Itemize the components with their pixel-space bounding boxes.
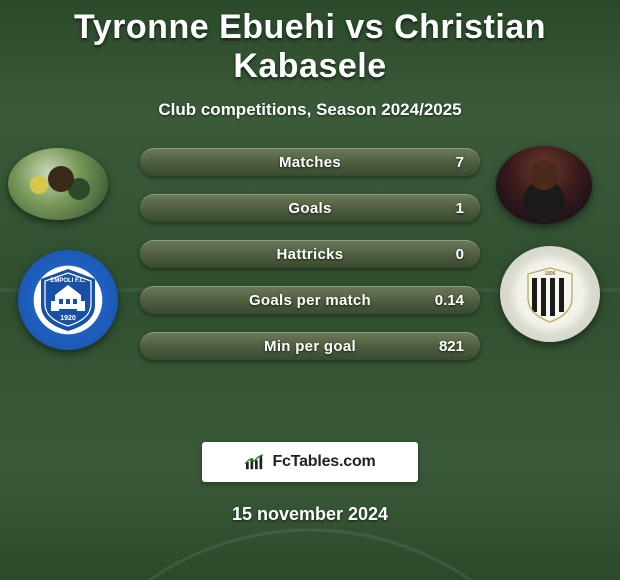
date-text: 15 november 2024 — [0, 504, 620, 525]
club-right-crest: 1896 — [500, 246, 600, 342]
subtitle: Club competitions, Season 2024/2025 — [0, 100, 620, 120]
stat-bars: Matches 7 Goals 1 Hattricks 0 Goals per … — [140, 148, 480, 360]
stat-label: Matches — [279, 154, 341, 171]
stat-label: Min per goal — [264, 338, 356, 355]
svg-text:1896: 1896 — [544, 271, 555, 277]
udinese-crest-icon: 1896 — [518, 262, 582, 326]
stat-row-goals-per-match: Goals per match 0.14 — [140, 286, 480, 314]
stat-right-value: 0 — [456, 246, 464, 263]
stat-row-goals: Goals 1 — [140, 194, 480, 222]
club-left-crest: EMPOLI F.C. 1920 — [18, 250, 118, 350]
player-right-avatar — [496, 146, 592, 224]
stat-label: Hattricks — [277, 246, 344, 263]
page-title: Tyronne Ebuehi vs Christian Kabasele — [0, 0, 620, 86]
stat-right-value: 0.14 — [435, 292, 464, 309]
brand-text: FcTables.com — [272, 453, 375, 471]
svg-text:1920: 1920 — [60, 315, 76, 322]
player-left-avatar — [8, 148, 108, 220]
stat-right-value: 821 — [439, 338, 464, 355]
stat-right-value: 1 — [456, 200, 464, 217]
stat-right-value: 7 — [456, 154, 464, 171]
bar-chart-icon — [244, 453, 266, 471]
stat-label: Goals per match — [249, 292, 371, 309]
stat-row-hattricks: Hattricks 0 — [140, 240, 480, 268]
stat-label: Goals — [288, 200, 331, 217]
stat-row-min-per-goal: Min per goal 821 — [140, 332, 480, 360]
svg-text:EMPOLI F.C.: EMPOLI F.C. — [50, 278, 86, 284]
stats-area: EMPOLI F.C. 1920 1896 Matches 7 Goals 1 — [0, 148, 620, 408]
brand-badge[interactable]: FcTables.com — [202, 442, 418, 482]
empoli-crest-icon: EMPOLI F.C. 1920 — [33, 265, 103, 335]
stat-row-matches: Matches 7 — [140, 148, 480, 176]
